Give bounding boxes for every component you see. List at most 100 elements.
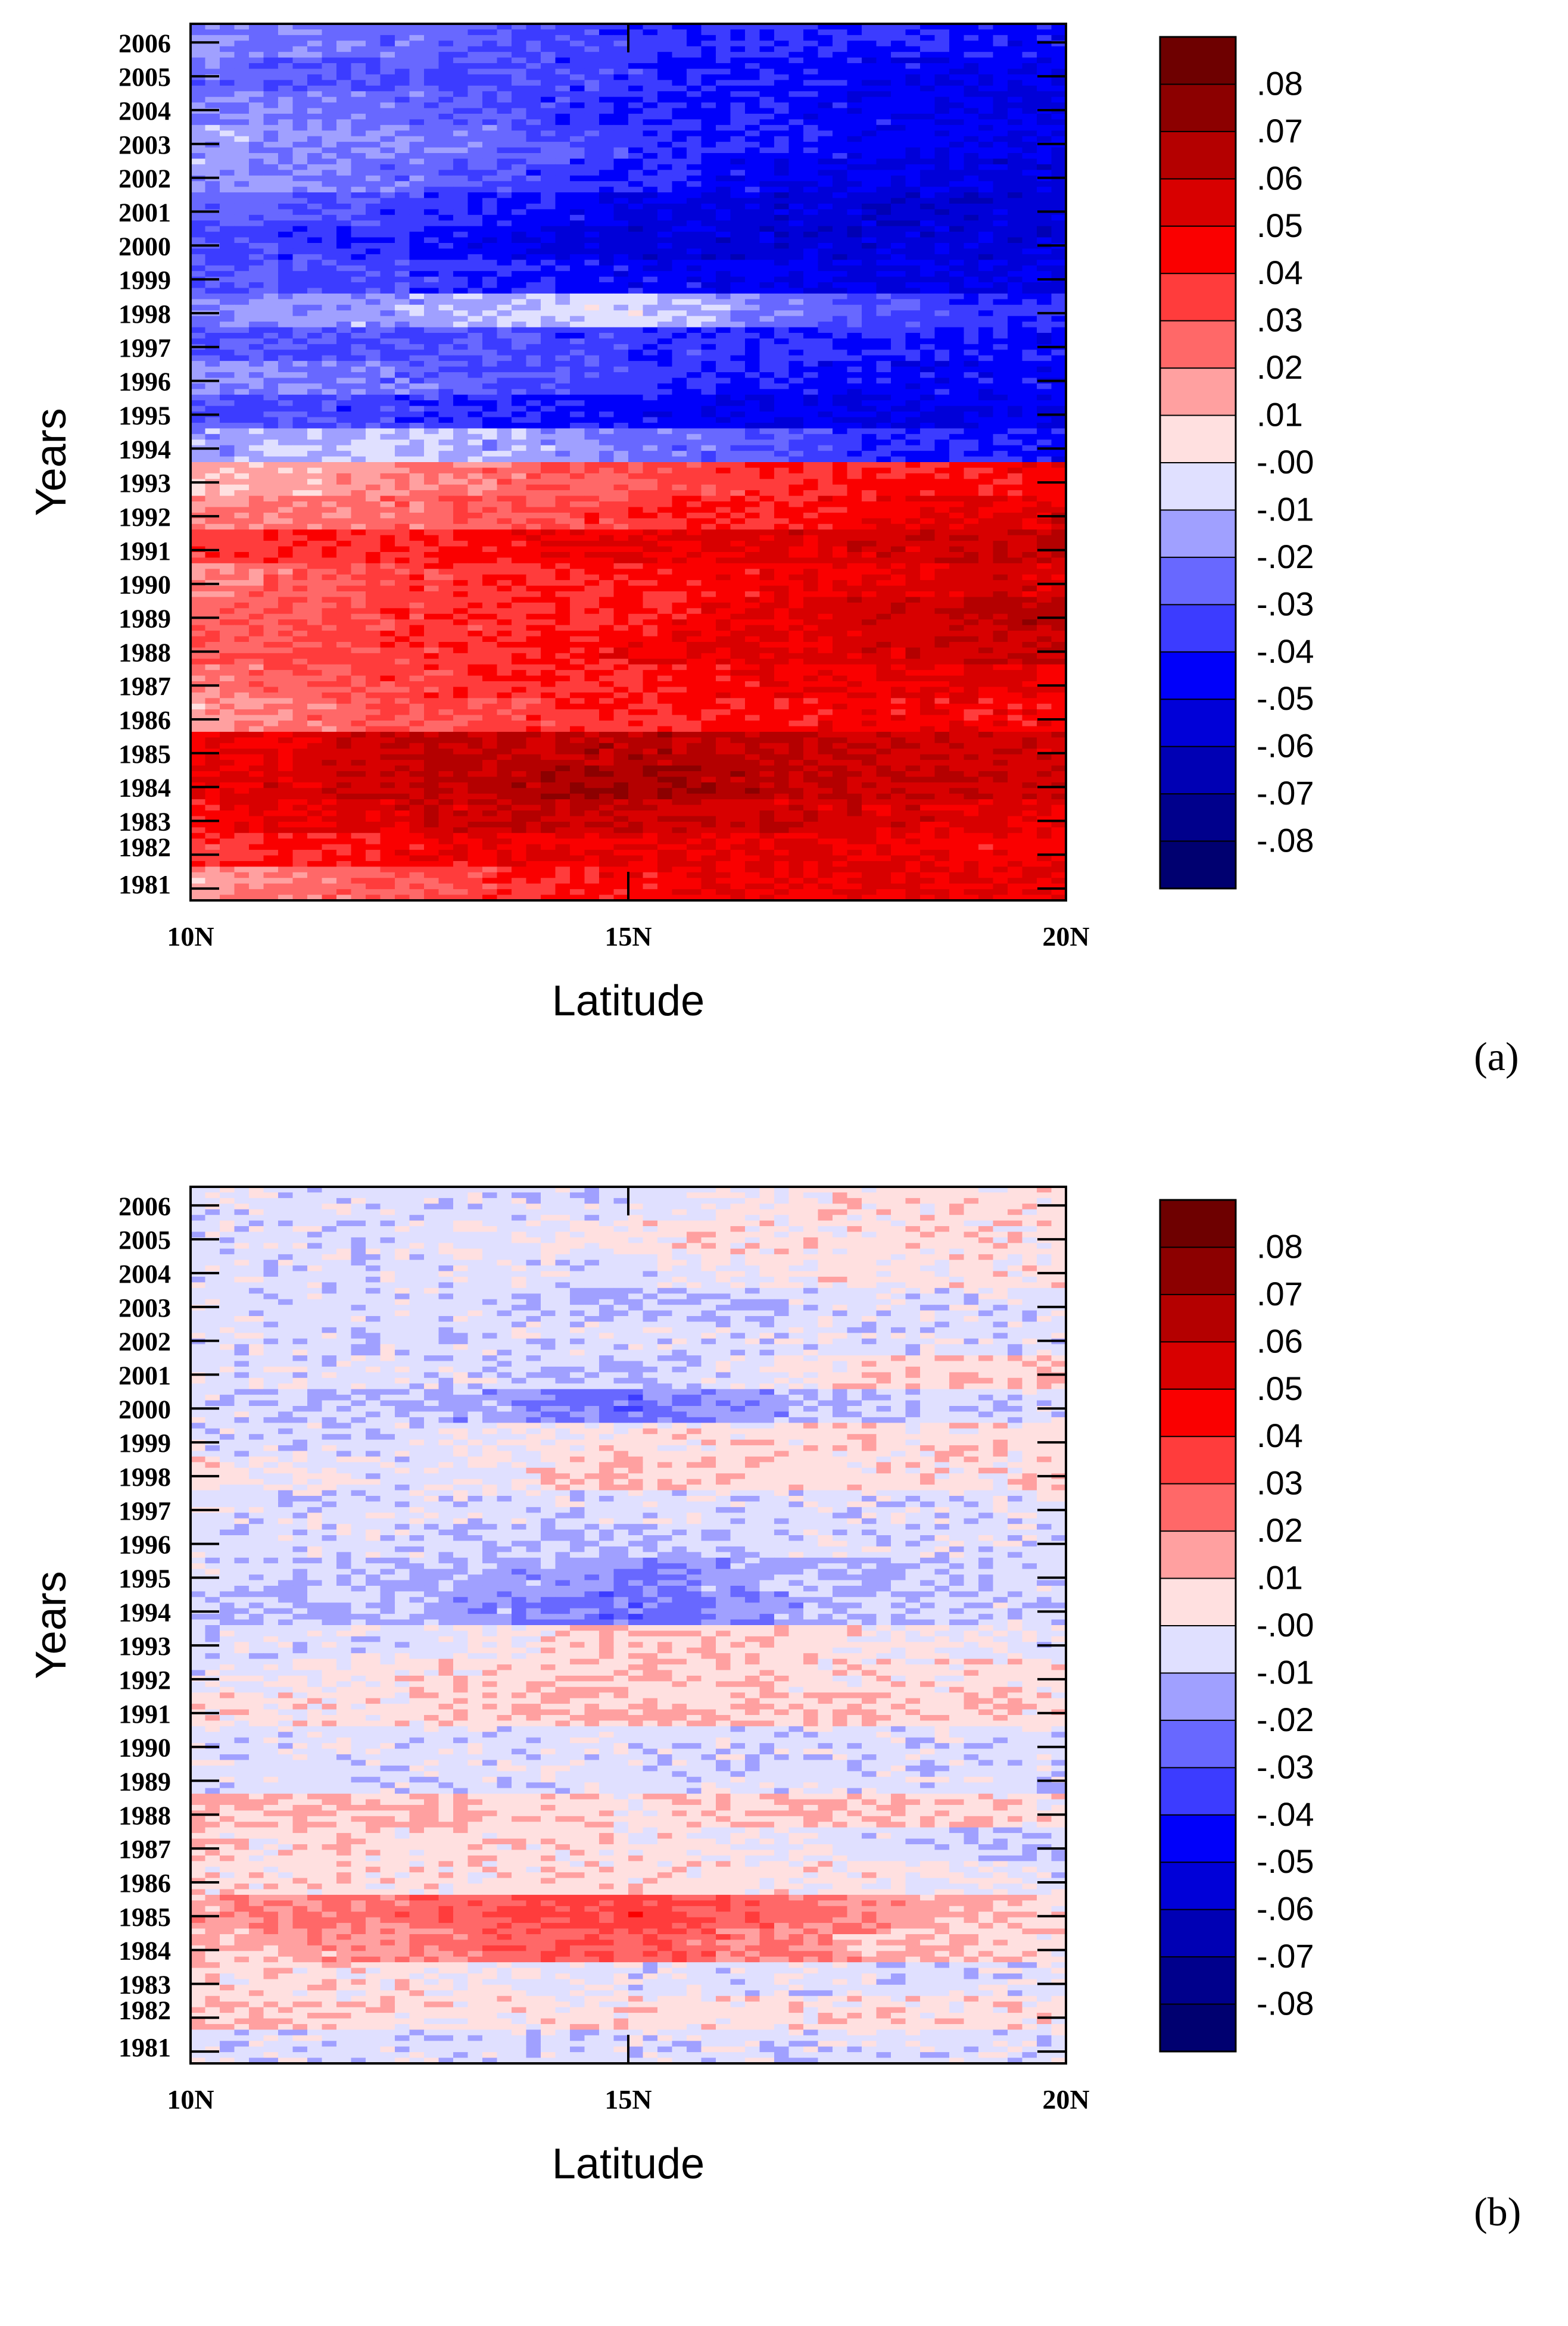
heatmap-cell — [1051, 355, 1067, 361]
heatmap-cell — [366, 445, 381, 451]
heatmap-cell — [380, 428, 395, 435]
heatmap-cell — [205, 304, 220, 311]
heatmap-cell — [570, 265, 585, 272]
heatmap-cell — [905, 467, 921, 474]
heatmap-cell — [934, 68, 950, 75]
heatmap-cell — [351, 175, 366, 182]
heatmap-cell — [613, 91, 629, 98]
heatmap-cell — [613, 265, 629, 272]
heatmap-cell — [191, 147, 206, 154]
heatmap-cell — [687, 473, 702, 479]
heatmap-cell — [570, 96, 585, 103]
heatmap-cell — [234, 276, 250, 283]
heatmap-cell — [847, 136, 862, 142]
heatmap-cell — [1051, 456, 1067, 463]
heatmap-cell — [424, 327, 439, 333]
heatmap-cell — [1051, 322, 1067, 328]
heatmap-cell — [964, 46, 979, 52]
heatmap-cell — [322, 192, 337, 199]
heatmap-cell — [482, 338, 498, 345]
heatmap-cell — [1051, 170, 1067, 176]
heatmap-cell — [1008, 214, 1023, 221]
heatmap-cell — [322, 316, 337, 322]
heatmap-cell — [205, 80, 220, 86]
heatmap-cell — [847, 237, 862, 244]
heatmap-cell — [424, 29, 439, 36]
heatmap-cell — [759, 158, 775, 165]
heatmap-cell — [833, 198, 848, 204]
heatmap-cell — [292, 142, 308, 148]
heatmap-cell — [701, 293, 716, 300]
heatmap-cell — [541, 299, 556, 305]
heatmap-cell — [584, 74, 600, 80]
heatmap-cell — [351, 232, 366, 238]
heatmap-cell — [657, 85, 673, 92]
heatmap-cell — [541, 254, 556, 260]
heatmap-cell — [643, 428, 658, 435]
heatmap-cell — [920, 248, 936, 255]
heatmap-cell — [1008, 299, 1023, 305]
heatmap-cell — [191, 299, 206, 305]
heatmap-cell — [759, 214, 775, 221]
heatmap-cell — [220, 439, 235, 446]
heatmap-cell — [584, 181, 600, 188]
heatmap-cell — [555, 456, 571, 463]
heatmap-cell — [263, 310, 279, 317]
heatmap-cell — [453, 467, 469, 474]
heatmap-cell — [891, 355, 906, 361]
heatmap-cell — [453, 417, 469, 423]
heatmap-cell — [891, 220, 906, 227]
heatmap-cell — [249, 158, 264, 165]
heatmap-cell — [833, 411, 848, 418]
heatmap-cell — [687, 158, 702, 165]
heatmap-cell — [672, 46, 687, 52]
heatmap-cell — [220, 355, 235, 361]
heatmap-cell — [336, 451, 352, 457]
heatmap-cell — [526, 96, 541, 103]
heatmap-cell — [978, 108, 994, 114]
heatmap-cell — [949, 119, 965, 126]
heatmap-cell — [467, 153, 483, 160]
heatmap-cell — [949, 400, 965, 407]
heatmap-cell — [512, 203, 527, 210]
heatmap-cell — [657, 400, 673, 407]
heatmap-cell — [453, 366, 469, 373]
heatmap-cell — [774, 462, 790, 469]
heatmap-cell — [1008, 46, 1023, 52]
heatmap-cell — [803, 175, 819, 182]
heatmap-cell — [730, 243, 746, 250]
heatmap-cell — [249, 282, 264, 289]
heatmap-cell — [862, 372, 877, 379]
heatmap-cell — [1008, 232, 1023, 238]
heatmap-cell — [395, 214, 410, 221]
heatmap-cell — [818, 383, 833, 389]
heatmap-cell — [613, 271, 629, 278]
heatmap-cell — [803, 479, 819, 485]
heatmap-cell — [307, 310, 323, 317]
heatmap-cell — [497, 74, 512, 80]
heatmap-cell — [818, 332, 833, 339]
heatmap-cell — [716, 276, 731, 283]
heatmap-cell — [438, 24, 454, 30]
heatmap-cell — [1037, 203, 1052, 210]
heatmap-cell — [701, 186, 716, 193]
heatmap-cell — [351, 102, 366, 109]
heatmap-cell — [438, 310, 454, 317]
heatmap-cell — [613, 35, 629, 41]
heatmap-cell — [351, 96, 366, 103]
heatmap-cell — [599, 293, 615, 300]
heatmap-cell — [336, 260, 352, 266]
heatmap-cell — [599, 24, 615, 30]
heatmap-cell — [818, 265, 833, 272]
heatmap-cell — [949, 158, 965, 165]
heatmap-cell — [409, 24, 425, 30]
heatmap-cell — [934, 243, 950, 250]
heatmap-cell — [788, 462, 804, 469]
heatmap-cell — [234, 350, 250, 356]
heatmap-cell — [687, 35, 702, 41]
heatmap-cell — [482, 29, 498, 36]
heatmap-cell — [555, 355, 571, 361]
heatmap-cell — [482, 462, 498, 469]
heatmap-cell — [993, 113, 1008, 120]
heatmap-cell — [833, 271, 848, 278]
